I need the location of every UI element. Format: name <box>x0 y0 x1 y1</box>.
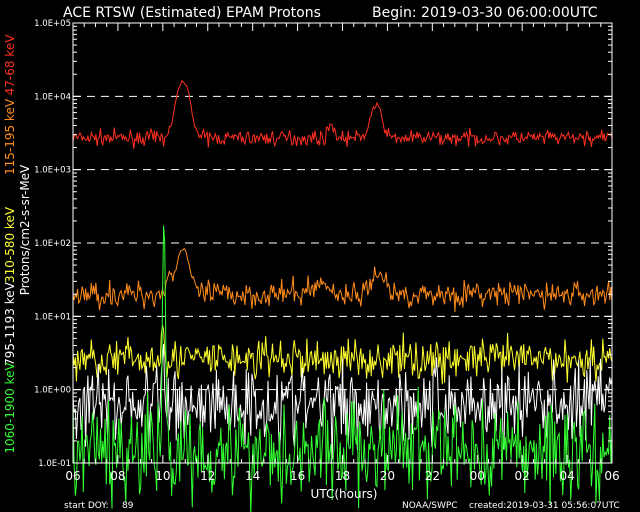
footer-start-doy-label: start DOY: <box>64 501 109 511</box>
y-tick-label: 1.0E+00 <box>34 386 71 396</box>
y-tick-label: 1.0E+02 <box>34 239 71 249</box>
x-tick-label: 16 <box>290 469 305 483</box>
legend-entry-4: 1060-1900 keV <box>3 362 17 454</box>
chart-title: ACE RTSW (Estimated) EPAM Protons <box>63 5 321 21</box>
legend-entry-2: 310-580 keV <box>3 206 17 283</box>
plot-frame <box>72 22 613 464</box>
y-tick-label: 1.0E+05 <box>34 19 71 29</box>
x-tick-label: 10 <box>155 469 170 483</box>
y-tick-label: 1.0E+04 <box>34 92 71 102</box>
footer-created: created:2019-03-31 05:56:07UTC <box>469 501 620 511</box>
begin-label: Begin: 2019-03-30 06:00:00UTC <box>372 5 598 21</box>
y-axis-labels: 47-68 keV 115-195 keV 310-580 keV795-1193 … <box>3 34 32 454</box>
y-tick-label: 1.0E+01 <box>34 312 71 322</box>
legend-entry-0: 47-68 keV <box>3 34 17 96</box>
x-tick-label: 08 <box>110 469 125 483</box>
y-tick-label: 1.0E-01 <box>38 459 71 469</box>
x-tick-label: 20 <box>380 469 395 483</box>
grid-lines <box>73 95 612 391</box>
x-tick-label: 22 <box>425 469 440 483</box>
footer-source: NOAA/SWPC <box>402 501 458 511</box>
x-tick-label: 18 <box>335 469 350 483</box>
x-tick-label: 14 <box>245 469 260 483</box>
x-tick-label: 00 <box>470 469 485 483</box>
tick-layer: 1.0E+05 1.0E+04 1.0E+03 1.0E+02 1.0E+01 1.0E+… <box>34 19 619 483</box>
x-tick-label: 02 <box>515 469 530 483</box>
legend-entry-1: 115-195 keV <box>3 98 17 175</box>
x-tick-label: 12 <box>200 469 215 483</box>
series-layer <box>72 79 613 512</box>
x-tick-label: 06 <box>65 469 80 483</box>
series-line-1 <box>72 247 613 313</box>
x-tick-label: 04 <box>559 469 574 483</box>
legend-entry-3: 795-1193 keV <box>3 281 17 365</box>
series-line-0 <box>72 79 613 149</box>
y-tick-label: 1.0E+03 <box>34 166 71 176</box>
footer-start-doy-value: 89 <box>122 501 134 511</box>
x-tick-label: 06 <box>604 469 619 483</box>
y-axis-label: Protons/cm2-s-sr-MeV <box>18 164 32 295</box>
series-line-3 <box>72 344 613 460</box>
series-line-4 <box>72 225 613 512</box>
x-axis-label: UTC(hours) <box>311 487 378 501</box>
